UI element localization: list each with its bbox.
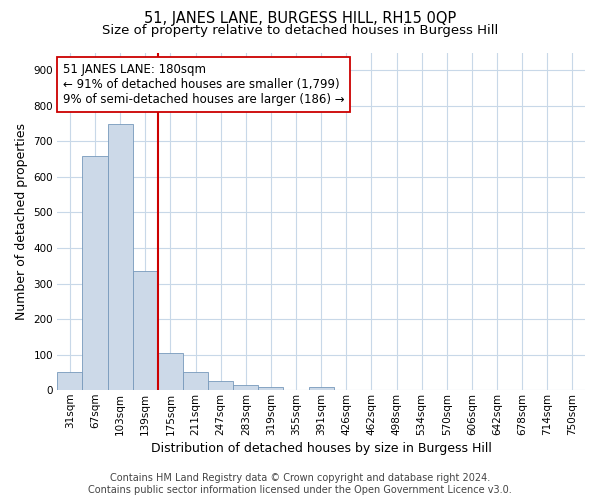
Bar (308, 388, 334, 390)
Bar (183, 372, 208, 390)
Text: Size of property relative to detached houses in Burgess Hill: Size of property relative to detached ho… (102, 24, 498, 37)
Bar (259, 387, 283, 390)
Bar (208, 382, 233, 390)
Text: 51 JANES LANE: 180sqm
← 91% of detached houses are smaller (1,799)
9% of semi-de: 51 JANES LANE: 180sqm ← 91% of detached … (62, 62, 344, 106)
Bar (82, 156, 107, 390)
X-axis label: Distribution of detached houses by size in Burgess Hill: Distribution of detached houses by size … (151, 442, 491, 455)
Bar (158, 353, 183, 390)
Bar (58, 372, 82, 390)
Bar (133, 271, 158, 390)
Bar (107, 124, 133, 390)
Text: Contains HM Land Registry data © Crown copyright and database right 2024.
Contai: Contains HM Land Registry data © Crown c… (88, 474, 512, 495)
Text: 51, JANES LANE, BURGESS HILL, RH15 0QP: 51, JANES LANE, BURGESS HILL, RH15 0QP (144, 11, 456, 26)
Bar (233, 385, 259, 390)
Y-axis label: Number of detached properties: Number of detached properties (15, 123, 28, 320)
